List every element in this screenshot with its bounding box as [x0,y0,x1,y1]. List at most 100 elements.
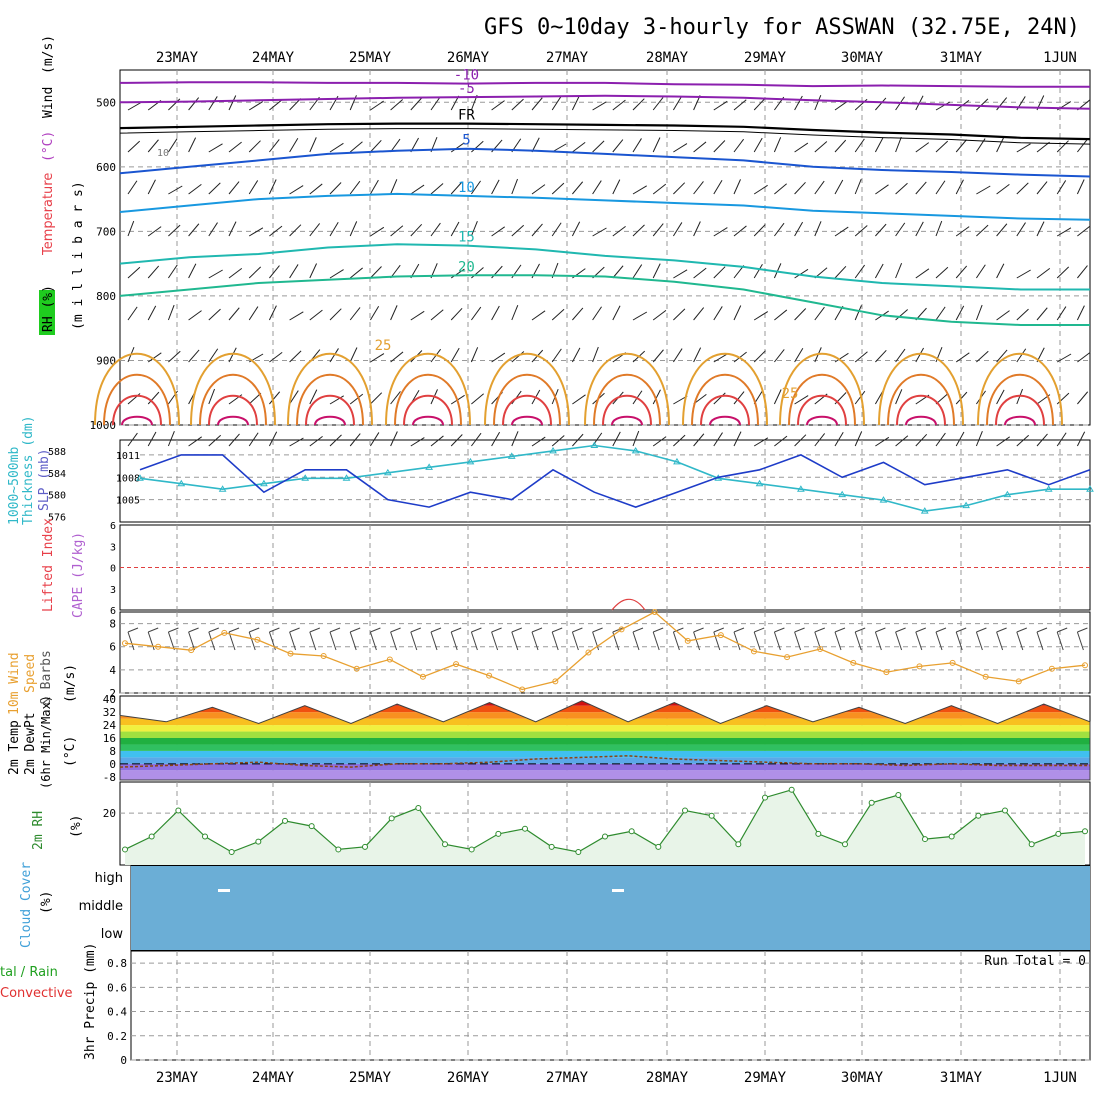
wind-barb [592,180,602,195]
date-bottom-label: 23MAY [156,1070,199,1086]
wind-barb [915,142,930,153]
wind-barb [733,305,742,321]
wind-barb [713,100,728,111]
rh-marker [948,833,955,840]
wind-barb [208,348,219,363]
isotherm-label: 10 [458,180,475,196]
precip-tick-label: 0 [120,1054,127,1067]
wind-barb [753,97,766,111]
wind-barb [430,183,444,195]
surface-wind-barb-flag [552,627,563,633]
warm-contour [190,352,276,426]
thickness-marker [301,474,310,481]
surface-wind-barb-flag [168,627,179,633]
wind-barb [612,99,626,111]
wind-barb [168,224,181,237]
rh-axis-labels: 2m RH (%) [31,811,84,850]
wind-barb [935,140,949,153]
temp-2m-label: 2m Temp [7,720,22,775]
surface-wind-barb-flag [370,627,381,633]
temp-minmax-label: (6hr Min/Max) [39,695,53,789]
surface-wind-barb [955,631,963,651]
wind-barb [693,181,704,195]
warm-contour [779,352,865,426]
wind-barb [208,308,221,321]
wind-barb [854,178,862,195]
wind-barb [975,430,983,447]
wind-barb [430,222,441,237]
wind-barb [289,224,302,237]
warm-contour [602,394,652,426]
surface-wind-barb [834,631,842,651]
wind-barb [329,395,344,405]
wind-barb [511,431,519,447]
surface-wind-barb-flag [228,627,240,633]
temp-tick-label: 24 [103,719,117,732]
wind-barb [915,347,924,363]
wind-barb [1016,308,1029,321]
rh-2m-label: 2m RH [31,811,46,850]
wind-barb [854,390,866,405]
precip-tick-label: 0.4 [107,1006,127,1019]
wind-barb [814,221,822,237]
wind-barb [693,307,705,321]
wind-barb [168,350,181,363]
precip-tick-label: 0.6 [107,981,127,994]
chart-title: GFS 0~10day 3-hourly for ASSWAN (32.75E,… [484,15,1080,40]
wind-barb [895,262,903,279]
warm-contour [502,394,552,426]
wind-barb [753,350,766,363]
wind-barb [915,181,927,195]
surface-wind-barb [1076,631,1084,651]
warm-contour [905,415,937,426]
wind-axis-labels: 10m Wind Speed & Barbs (m/s) [7,650,78,715]
wind-barb [955,431,965,447]
wind-barb [774,349,785,363]
rh-marker [628,828,635,835]
pressure-tick-label: 800 [96,290,116,303]
wind-barb [309,435,323,447]
wind-barb [713,140,726,153]
dewpoint-line [119,755,1090,768]
surface-wind-barb [854,631,862,651]
wind-barb [713,353,728,363]
surface-wind-barb-flag [531,627,543,633]
wind-barb [794,268,809,279]
wind-barb [572,307,584,321]
slp-line [139,454,1091,508]
surface-wind-barb-flag [289,627,300,633]
wind-barb [794,395,809,405]
temp-outline [119,700,1091,781]
wind-barb [268,305,277,321]
wind-barb [612,265,624,279]
wind-barb [854,351,868,363]
wind-barb [410,437,425,447]
surface-wind-barb [975,631,983,651]
warm-contour [208,394,258,426]
wind-barb [834,265,847,279]
wind-barb [895,222,906,237]
surface-wind-barb [289,631,297,651]
wind-barb [329,348,339,363]
wind-barb [652,137,661,153]
wind-barb [471,140,484,153]
precip-label: 3hr Precip (mm) [83,943,98,1060]
wind-barb [1016,348,1027,363]
rh-marker [308,823,315,830]
warm-contour [797,394,847,426]
surface-wind-barb-flag [794,627,805,633]
thickness-marker [796,485,805,492]
wind-barb [794,434,807,447]
wind-barb [329,182,342,195]
date-top-label: 1JUN [1043,50,1077,66]
wind-barb [390,225,404,237]
wind-barb [976,185,991,195]
surface-wind-barb-flag [127,627,139,633]
wind-barb [168,185,183,195]
thickness-marker [755,479,764,487]
wind-barb [1077,225,1091,237]
surface-wind-barb-flag [733,627,745,633]
surface-wind-barb-flag [471,627,482,633]
isotherm-5 [119,147,1091,178]
